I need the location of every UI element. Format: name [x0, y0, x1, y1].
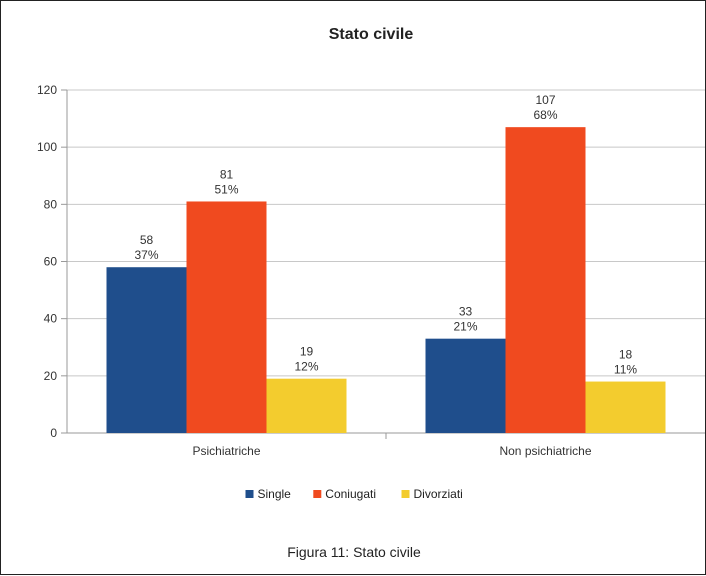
data-label-percent: 68%	[533, 108, 557, 122]
legend-label-coniugati: Coniugati	[325, 487, 376, 501]
data-label-value: 19	[300, 345, 314, 359]
legend-label-single: Single	[258, 487, 292, 501]
bars	[106, 127, 666, 434]
y-tick-label: 120	[37, 83, 57, 97]
data-label-percent: 37%	[134, 248, 158, 262]
y-tick-label: 100	[37, 140, 57, 154]
data-label-value: 58	[140, 233, 154, 247]
data-label-percent: 21%	[453, 320, 477, 334]
y-tick-label: 80	[44, 197, 58, 211]
y-tick-label: 60	[44, 255, 58, 269]
data-label-value: 18	[619, 348, 633, 362]
y-tick-label: 40	[44, 312, 58, 326]
x-category-label: Non psichiatriche	[499, 444, 591, 458]
data-label-value: 33	[459, 305, 473, 319]
data-label-percent: 11%	[614, 363, 637, 377]
legend-swatch-divorziati	[401, 490, 410, 498]
data-label-value: 81	[220, 167, 234, 181]
legend-label-divorziati: Divorziati	[414, 487, 463, 501]
legend: Single Coniugati Divorziati	[245, 487, 463, 501]
bar-coniugati	[505, 127, 586, 434]
data-label-percent: 51%	[214, 182, 238, 196]
y-tick-label: 20	[44, 369, 58, 383]
x-category-label: Psichiatriche	[192, 444, 260, 458]
data-label-value: 107	[535, 93, 555, 107]
data-label-percent: 12%	[294, 360, 318, 374]
bar-single	[106, 267, 187, 433]
figure-caption: Figura 11: Stato civile	[287, 544, 421, 560]
bar-single	[425, 338, 506, 433]
bar-coniugati	[186, 201, 267, 433]
chart-title: Stato civile	[329, 26, 414, 43]
legend-swatch-coniugati	[313, 490, 322, 498]
legend-swatch-single	[245, 490, 254, 498]
bar-divorziati	[585, 381, 666, 433]
bar-divorziati	[266, 378, 347, 433]
y-tick-label: 0	[50, 426, 57, 440]
